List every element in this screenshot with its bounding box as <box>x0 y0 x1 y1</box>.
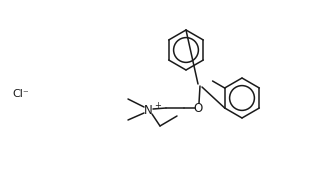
Text: +: + <box>155 100 161 110</box>
Text: N: N <box>144 104 152 116</box>
Text: Cl⁻: Cl⁻ <box>12 89 29 99</box>
Text: O: O <box>193 102 203 114</box>
